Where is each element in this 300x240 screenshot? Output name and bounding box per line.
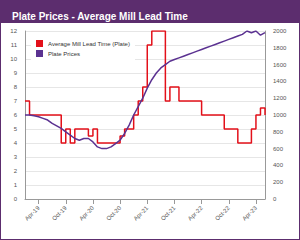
svg-text:1000: 1000 (273, 112, 287, 118)
svg-text:Plate Prices: Plate Prices (48, 51, 80, 57)
svg-text:6: 6 (14, 112, 18, 118)
svg-text:7: 7 (14, 98, 18, 104)
svg-text:200: 200 (273, 179, 284, 185)
svg-text:Plate Prices - Average Mill Le: Plate Prices - Average Mill Lead Time (12, 11, 188, 22)
svg-text:10: 10 (10, 56, 17, 62)
svg-text:Oct-21: Oct-21 (160, 204, 177, 221)
svg-text:1: 1 (14, 182, 18, 188)
svg-text:0: 0 (273, 196, 277, 202)
svg-text:11: 11 (11, 42, 18, 48)
svg-text:2000: 2000 (273, 28, 287, 34)
svg-text:1800: 1800 (273, 45, 287, 51)
svg-text:Apr-19: Apr-19 (24, 204, 41, 221)
svg-text:Apr-20: Apr-20 (78, 204, 95, 221)
svg-text:8: 8 (14, 84, 18, 90)
svg-text:Oct-22: Oct-22 (214, 204, 231, 221)
svg-text:9: 9 (14, 70, 18, 76)
svg-text:12: 12 (10, 28, 17, 34)
svg-text:Oct-19: Oct-19 (51, 204, 68, 221)
svg-text:Apr-23: Apr-23 (241, 204, 258, 221)
svg-text:600: 600 (273, 146, 284, 152)
svg-text:4: 4 (14, 140, 18, 146)
svg-text:800: 800 (273, 129, 284, 135)
svg-text:400: 400 (273, 162, 284, 168)
svg-text:2: 2 (14, 168, 18, 174)
svg-text:Apr-21: Apr-21 (132, 204, 149, 221)
svg-text:1600: 1600 (273, 62, 287, 68)
svg-text:Oct-20: Oct-20 (105, 204, 122, 221)
svg-text:0: 0 (14, 196, 18, 202)
svg-text:1400: 1400 (273, 78, 287, 84)
svg-text:1200: 1200 (273, 95, 287, 101)
svg-text:3: 3 (14, 154, 18, 160)
svg-text:5: 5 (14, 126, 18, 132)
svg-text:Apr-22: Apr-22 (187, 204, 204, 221)
svg-text:Average Mill Lead Time (Plate): Average Mill Lead Time (Plate) (48, 41, 130, 47)
